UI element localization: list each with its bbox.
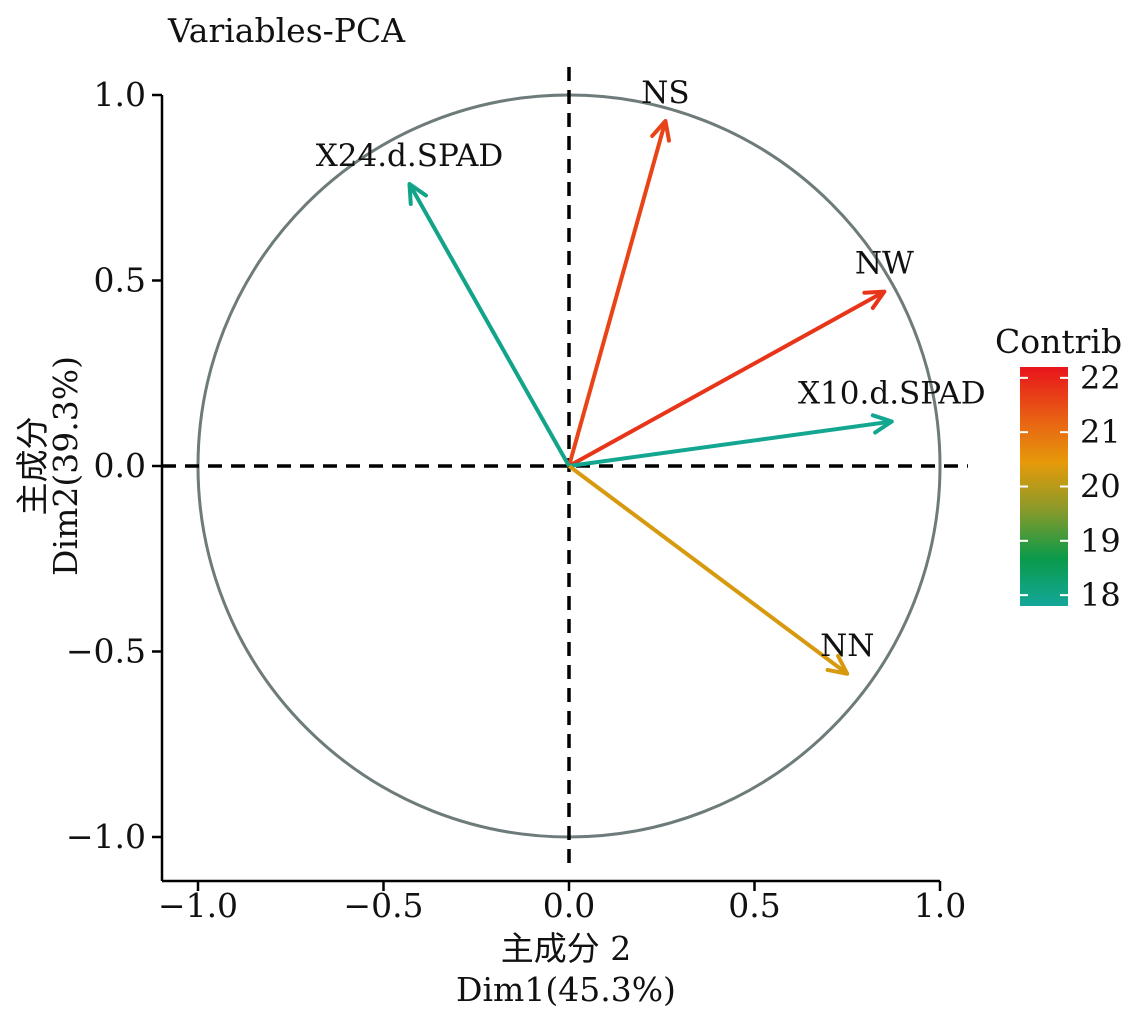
y-tick-label: 1.0 bbox=[94, 75, 146, 114]
y-axis-label-primary: 主成分 bbox=[13, 417, 52, 516]
variable-label: X10.d.SPAD bbox=[798, 375, 986, 411]
legend-title: Contrib bbox=[995, 322, 1122, 361]
legend-tick-label: 21 bbox=[1080, 413, 1121, 451]
arrow-head bbox=[650, 118, 671, 143]
y-tick-label: −0.5 bbox=[66, 632, 146, 671]
y-tick-label: 0.0 bbox=[94, 446, 146, 485]
arrow-head bbox=[407, 182, 428, 206]
variable-label: NW bbox=[855, 246, 914, 282]
y-tick-label: 0.5 bbox=[94, 261, 146, 300]
variable-arrow-x10-d-spad: X10.d.SPAD bbox=[568, 375, 986, 468]
chart-title: Variables-PCA bbox=[167, 11, 406, 50]
legend-tick-label: 22 bbox=[1080, 359, 1121, 397]
arrow-shaft bbox=[407, 183, 571, 467]
arrow-shaft bbox=[568, 419, 893, 468]
x-tick-label: 1.0 bbox=[914, 886, 966, 925]
x-axis-label-primary: 主成分 2 bbox=[501, 929, 632, 968]
x-tick-label: 0.5 bbox=[728, 886, 780, 925]
x-tick-label: −0.5 bbox=[343, 886, 423, 925]
legend-ticks: 22 21 20 19 18 bbox=[1020, 359, 1121, 614]
legend-tick-label: 19 bbox=[1080, 522, 1121, 560]
y-tick-label: −1.0 bbox=[66, 817, 146, 856]
y-ticks: −1.0 −0.5 0.0 0.5 1.0 bbox=[66, 75, 162, 856]
legend-tick-label: 18 bbox=[1080, 576, 1121, 614]
arrow-head bbox=[870, 413, 894, 435]
variable-arrow-ns: NS bbox=[567, 75, 690, 467]
y-axis-label-dim: Dim2(39.3%) bbox=[46, 356, 85, 576]
arrow-shaft bbox=[568, 289, 886, 468]
arrow-head bbox=[825, 654, 850, 676]
axes: −1.0 −0.5 0.0 0.5 1.0 −1.0 −0.5 0.0 0.5 1.0 bbox=[66, 75, 966, 925]
variable-label: NS bbox=[641, 75, 689, 111]
variable-label: X24.d.SPAD bbox=[316, 138, 504, 174]
variable-arrow-x24-d-spad: X24.d.SPAD bbox=[316, 138, 571, 467]
arrow-shaft bbox=[567, 120, 668, 467]
variable-arrow-nw: NW bbox=[568, 246, 914, 468]
x-tick-label: −1.0 bbox=[158, 886, 238, 925]
contrib-legend: Contrib 22 21 20 19 18 bbox=[995, 322, 1122, 614]
variable-arrow-nn: NN bbox=[567, 464, 874, 676]
x-ticks: −1.0 −0.5 0.0 0.5 1.0 bbox=[158, 881, 966, 925]
variable-arrows: NS NW X10.d.SPAD NN X24.d.SPAD bbox=[316, 75, 986, 676]
arrow-shaft bbox=[567, 464, 849, 676]
legend-tick-label: 20 bbox=[1080, 468, 1121, 506]
variable-label: NN bbox=[820, 628, 874, 664]
arrow-head bbox=[862, 289, 887, 310]
x-tick-label: 0.0 bbox=[543, 886, 595, 925]
x-axis-label-dim: Dim1(45.3%) bbox=[456, 970, 676, 1009]
